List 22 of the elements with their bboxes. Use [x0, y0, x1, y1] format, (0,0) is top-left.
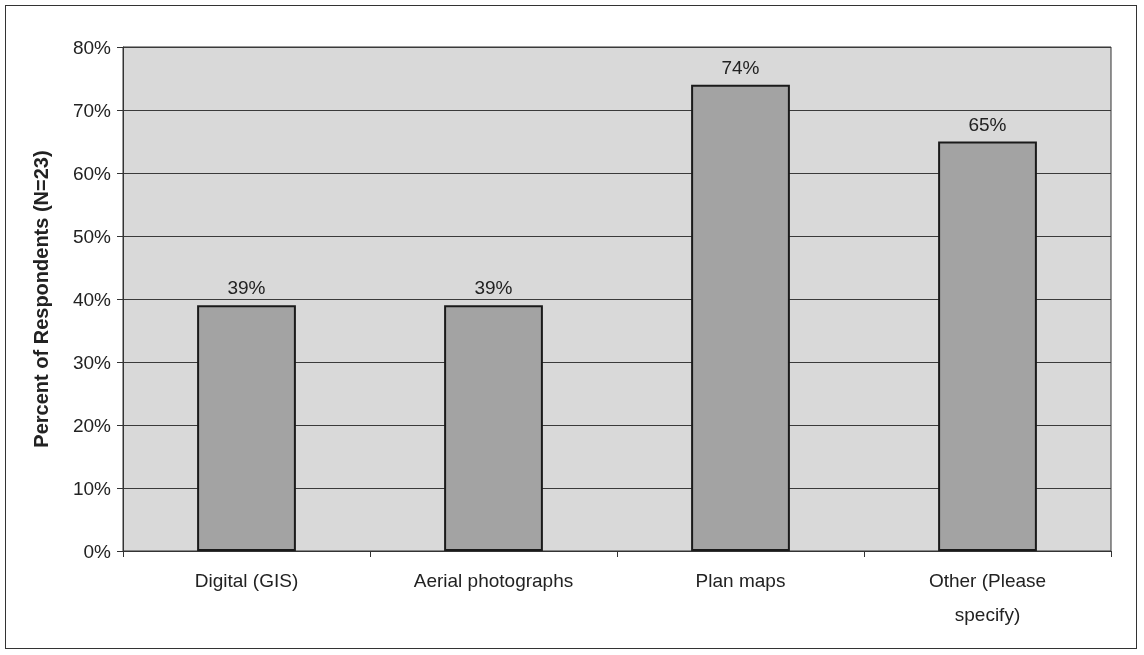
- bar: [197, 305, 296, 551]
- data-label: 39%: [227, 277, 266, 299]
- y-tick-label: 80%: [72, 36, 112, 58]
- y-tick-label: 60%: [72, 162, 112, 184]
- y-tick-label: 50%: [72, 225, 112, 247]
- y-tick-label: 40%: [72, 288, 112, 310]
- data-label: 74%: [721, 56, 760, 78]
- y-tick-label: 70%: [72, 99, 112, 121]
- bar: [938, 141, 1037, 551]
- x-tick-label: Other (Please specify): [928, 569, 1047, 625]
- x-tick-label: Digital (GIS): [194, 569, 299, 591]
- y-tick-label: 10%: [72, 477, 112, 499]
- y-tick-label: 0%: [83, 540, 112, 562]
- bar: [444, 305, 543, 551]
- x-tick-label: Aerial photographs: [413, 569, 574, 591]
- y-axis-title: Percent of Respondents (N=23): [30, 150, 52, 448]
- x-tick-label: Plan maps: [695, 569, 786, 591]
- data-label: 65%: [968, 113, 1007, 135]
- y-tick-label: 30%: [72, 351, 112, 373]
- bar: [691, 84, 790, 551]
- y-tick-label: 20%: [72, 414, 112, 436]
- data-label: 39%: [474, 277, 513, 299]
